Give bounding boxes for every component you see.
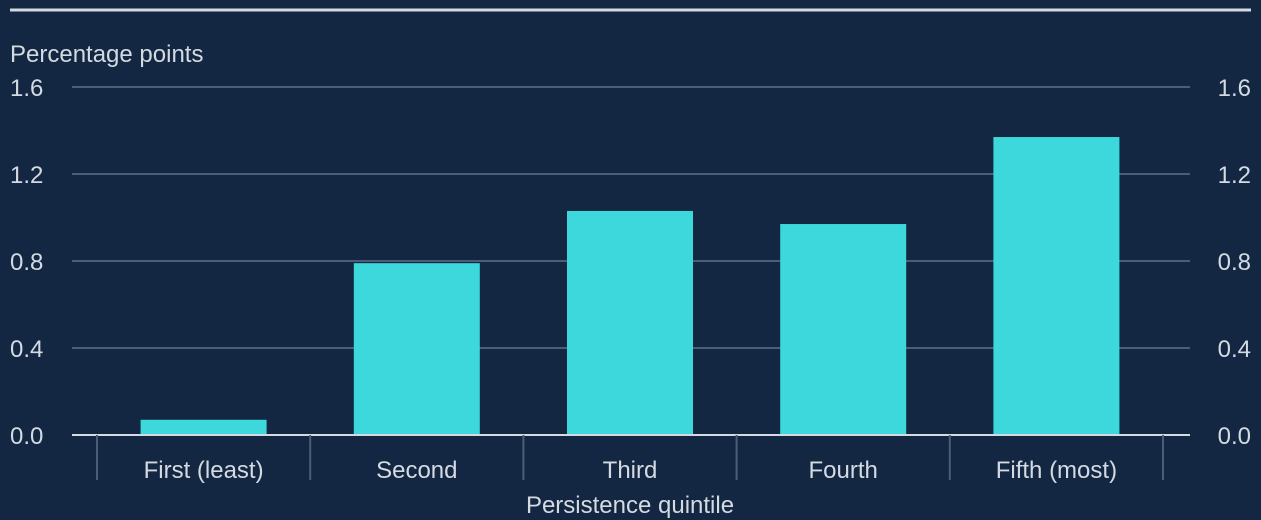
y-axis-left: 0.0 0.4 0.8 1.2 1.6: [10, 75, 43, 450]
y-tick-label-right: 0.4: [1218, 336, 1251, 363]
y-tick-label-left: 0.0: [10, 423, 43, 450]
unit-label: Percentage points: [10, 41, 203, 68]
bars: [140, 137, 1120, 435]
y-tick-label-right: 0.8: [1218, 249, 1251, 276]
x-tick-label: Fourth: [809, 457, 878, 484]
x-axis-title: Persistence quintile: [526, 492, 734, 519]
y-tick-label-left: 1.6: [10, 75, 43, 102]
y-tick-label-right: 1.2: [1218, 162, 1251, 189]
x-axis: [72, 434, 1190, 480]
y-tick-label-left: 1.2: [10, 162, 43, 189]
x-tick-label: First (least): [144, 457, 264, 484]
x-tick-label: Second: [376, 457, 457, 484]
y-tick-label-left: 0.4: [10, 336, 43, 363]
bar: [567, 210, 693, 435]
y-tick-label-right: 0.0: [1218, 423, 1251, 450]
bar: [780, 224, 907, 435]
bar: [993, 137, 1120, 435]
bar: [140, 419, 267, 435]
y-tick-label-left: 0.8: [10, 249, 43, 276]
x-tick-label: Third: [603, 457, 658, 484]
x-tick-label: Fifth (most): [996, 457, 1117, 484]
x-tick-labels: First (least) Second Third Fourth Fifth (mos…: [144, 457, 1117, 484]
y-axis-right: 0.0 0.4 0.8 1.2 1.6: [1218, 75, 1251, 450]
bar: [353, 263, 480, 435]
y-tick-label-right: 1.6: [1218, 75, 1251, 102]
